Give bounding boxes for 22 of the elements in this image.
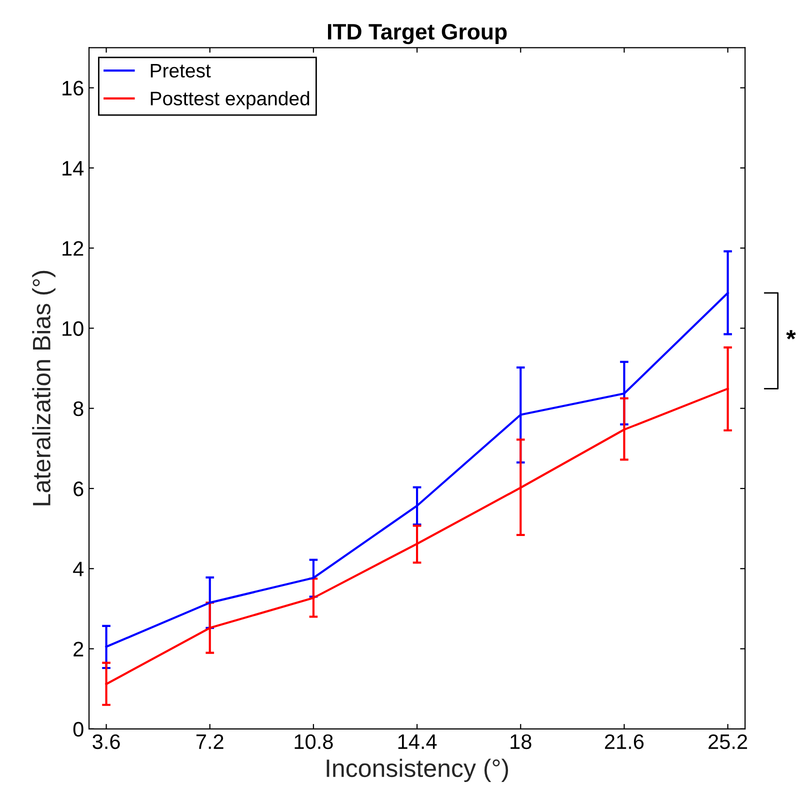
x-tick-label: 18 (510, 734, 532, 750)
x-tick-label: 10.8 (294, 734, 333, 750)
y-tick-label: 14 (62, 161, 84, 176)
x-axis-title: Inconsistency (°) (326, 758, 508, 782)
y-tick-label: 0 (73, 722, 84, 737)
y-tick-label: 8 (73, 401, 84, 416)
y-tick-label: 12 (62, 241, 84, 256)
y-axis-title: Lateralization Bias (°) (32, 270, 56, 506)
y-tick-label: 16 (62, 80, 84, 96)
x-tick-label: 3.6 (92, 734, 120, 750)
legend-label: Pretest (150, 64, 211, 78)
y-tick-label: 4 (73, 562, 84, 576)
chart-title: ITD Target Group (328, 24, 507, 44)
y-tick-label: 2 (74, 642, 84, 656)
x-tick-label: 14.4 (398, 734, 437, 749)
y-tick-label: 6 (74, 481, 84, 496)
text: * (786, 330, 796, 340)
y-tick-label: 10 (62, 321, 84, 336)
x-tick-label: 25.2 (708, 734, 748, 750)
x-tick-label: 21.6 (604, 734, 644, 750)
legend-label: Posttest expanded (150, 91, 310, 110)
x-tick-label: 7.2 (196, 734, 224, 749)
